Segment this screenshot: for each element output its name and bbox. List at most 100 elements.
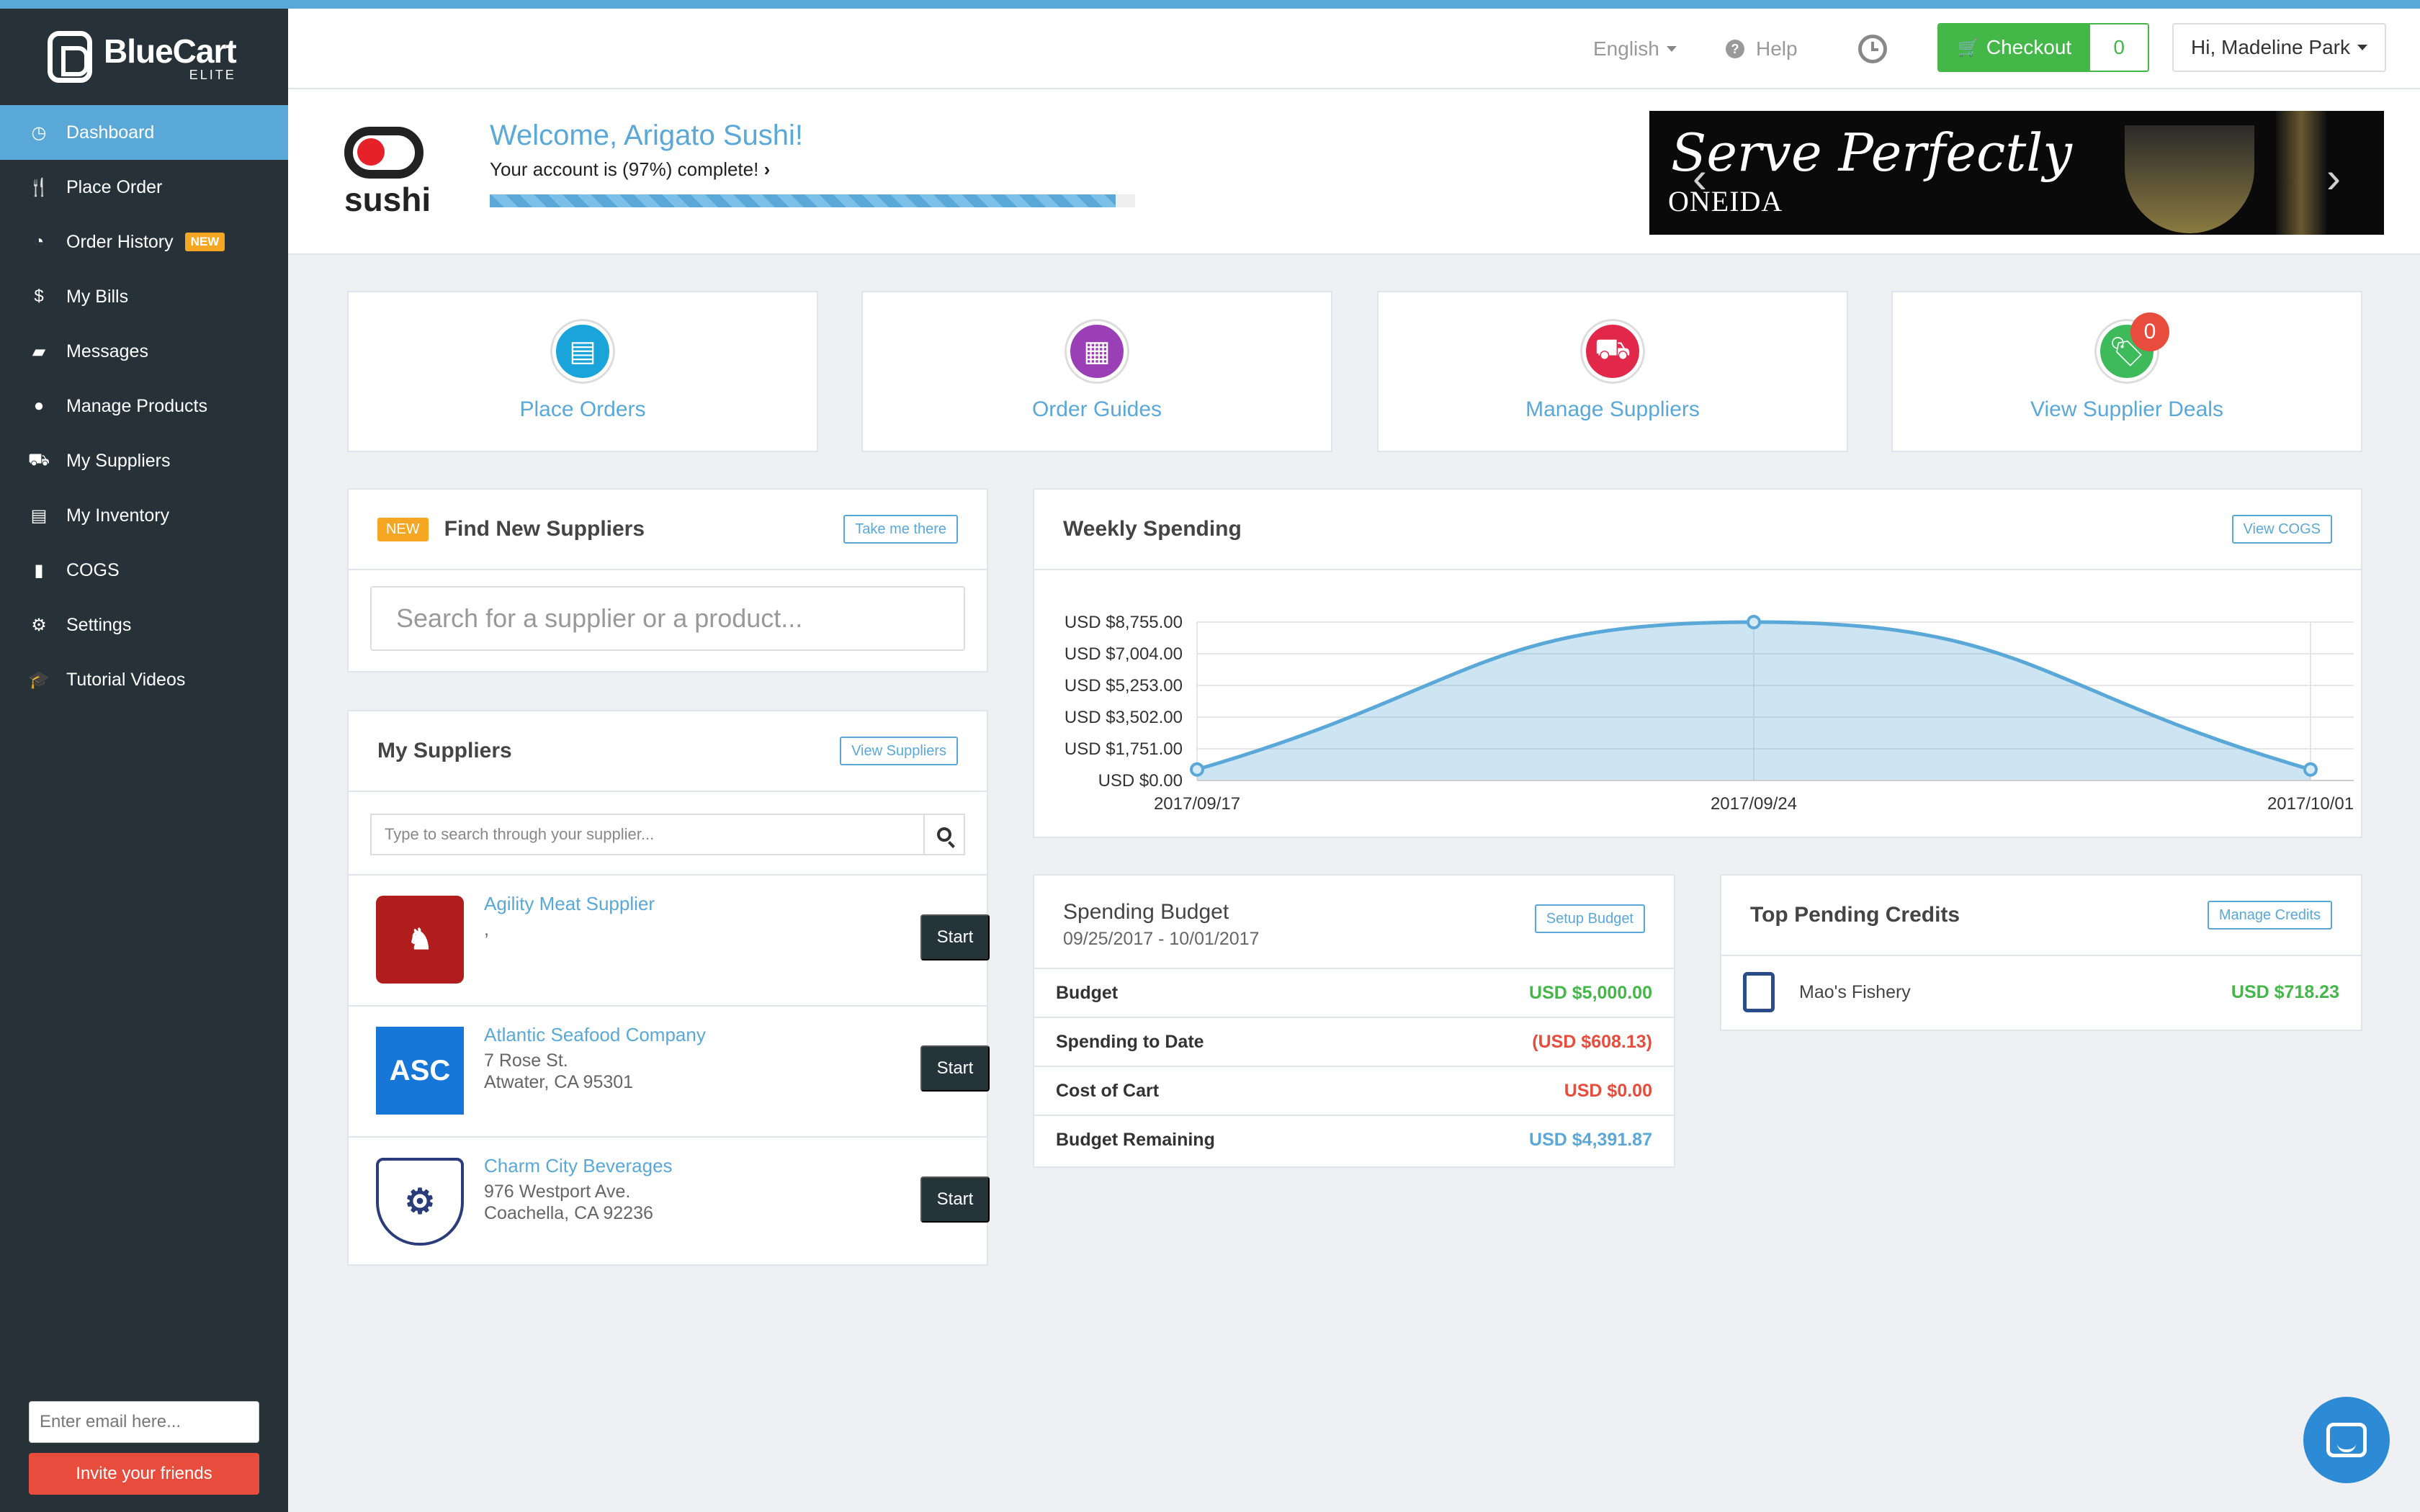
banner-glass-image <box>2125 125 2254 233</box>
language-label: English <box>1593 37 1659 60</box>
clipboard-icon: ▤ <box>552 321 613 382</box>
budget-row: Spending to Date (USD $608.13) <box>1034 1017 1674 1066</box>
sidebar-item-manage-products[interactable]: ● Manage Products <box>0 379 288 433</box>
supplier-address-line1: 7 Rose St. <box>484 1050 568 1071</box>
supplier-search-input[interactable] <box>370 814 923 855</box>
invite-form: Invite your friends <box>29 1401 259 1495</box>
supplier-name-link[interactable]: Charm City Beverages <box>484 1155 673 1176</box>
start-order-button[interactable]: Start <box>920 1176 990 1223</box>
find-suppliers-panel: NEW Find New Suppliers Take me there <box>347 488 988 672</box>
sidebar-item-label: Dashboard <box>66 122 155 143</box>
sidebar-item-my-suppliers[interactable]: ⛟ My Suppliers <box>0 433 288 488</box>
credit-amount: USD $718.23 <box>2231 981 2339 1002</box>
chevron-down-icon <box>1666 46 1677 52</box>
manage-credits-button[interactable]: Manage Credits <box>2207 901 2332 930</box>
sidebar-item-label: Place Order <box>66 176 163 197</box>
sidebar-item-label: COGS <box>66 559 120 580</box>
y-tick-label: USD $7,004.00 <box>1065 644 1183 664</box>
promo-banner[interactable]: Serve Perfectly ONEIDA ‹ › <box>1649 111 2384 235</box>
sidebar-item-cogs[interactable]: ▮ COGS <box>0 543 288 598</box>
apple-icon: ● <box>33 396 45 415</box>
tile-order-guides[interactable]: ▦ Order Guides <box>861 291 1332 452</box>
budget-date-range: 09/25/2017 - 10/01/2017 <box>1063 929 1260 949</box>
sidebar-item-tutorial-videos[interactable]: 🎓 Tutorial Videos <box>0 652 288 707</box>
welcome-section: sushi Welcome, Arigato Sushi! Your accou… <box>288 89 2420 255</box>
tile-label: Order Guides <box>1031 397 1162 421</box>
view-cogs-button[interactable]: View COGS <box>2231 515 2332 544</box>
chat-icon <box>2326 1423 2367 1457</box>
panel-title: Top Pending Credits <box>1750 903 1960 927</box>
supplier-name-link[interactable]: Atlantic Seafood Company <box>484 1024 706 1045</box>
app-name: BlueCart <box>104 32 237 70</box>
y-tick-label: USD $5,253.00 <box>1065 676 1183 696</box>
account-completion-link[interactable]: Your account is (97%) complete! › <box>490 158 770 181</box>
budget-row: Budget USD $5,000.00 <box>1034 968 1674 1017</box>
user-menu[interactable]: Hi, Madeline Park <box>2172 23 2386 72</box>
supplier-address-line2: Coachella, CA 92236 <box>484 1203 653 1223</box>
tile-view-supplier-deals[interactable]: 🏷 View Supplier Deals <box>1891 291 2362 452</box>
recent-orders-button[interactable] <box>1858 9 1887 89</box>
x-tick-label: 2017/09/24 <box>1711 794 1797 814</box>
account-progress-fill <box>490 194 1116 207</box>
account-progress-bar <box>490 194 1135 207</box>
budget-row-label: Spending to Date <box>1056 1031 1204 1052</box>
top-accent-stripe <box>0 0 2420 9</box>
sidebar-item-my-bills[interactable]: $ My Bills <box>0 269 288 324</box>
supplier-name-link[interactable]: Agility Meat Supplier <box>484 893 655 914</box>
sidebar-item-messages[interactable]: ▰ Messages <box>0 324 288 379</box>
app-logo[interactable]: BlueCart ELITE <box>0 9 288 105</box>
chevron-right-icon: › <box>763 158 771 180</box>
x-tick-label: 2017/09/17 <box>1154 794 1240 814</box>
restaurant-logo: sushi <box>343 127 431 220</box>
spending-area-fill <box>1197 622 2311 780</box>
start-order-button[interactable]: Start <box>920 914 990 960</box>
cart-icon: 🛒 <box>1958 37 1979 58</box>
budget-row-label: Cost of Cart <box>1056 1080 1160 1101</box>
account-completion-text: Your account is (97%) complete! <box>490 158 759 180</box>
budget-row-label: Budget <box>1056 982 1119 1003</box>
invite-friends-button[interactable]: Invite your friends <box>29 1453 259 1495</box>
language-select[interactable]: English <box>1593 9 1677 89</box>
deals-count-badge: 0 <box>2130 312 2169 351</box>
sidebar-item-settings[interactable]: ⚙ Settings <box>0 598 288 652</box>
truck-icon: ⛟ <box>1582 321 1643 382</box>
tile-place-orders[interactable]: ▤ Place Orders <box>347 291 818 452</box>
take-me-there-button[interactable]: Take me there <box>843 515 958 544</box>
table-icon: ▦ <box>1067 321 1127 382</box>
clock-icon <box>1858 35 1887 63</box>
chat-launcher-button[interactable] <box>2303 1397 2390 1483</box>
search-icon <box>937 827 951 842</box>
tile-label: Place Orders <box>519 397 646 421</box>
checkout-button[interactable]: 🛒 Checkout 0 <box>1937 23 2150 72</box>
tile-manage-suppliers[interactable]: ⛟ Manage Suppliers <box>1377 291 1848 452</box>
help-link[interactable]: ? Help <box>1726 9 1798 89</box>
view-suppliers-button[interactable]: View Suppliers <box>840 737 958 765</box>
banner-next-arrow-icon[interactable]: › <box>2326 153 2341 202</box>
supplier-search-button[interactable] <box>923 814 965 855</box>
welcome-title: Welcome, Arigato Sushi! <box>490 120 804 151</box>
my-suppliers-panel: My Suppliers View Suppliers ♞ Agility Me… <box>347 710 990 1267</box>
credit-row[interactable]: Mao's Fishery USD $718.23 <box>1721 956 2361 1028</box>
weekly-spending-panel: Weekly Spending View COGS USD $0.00 USD $… <box>1033 488 2362 838</box>
utensils-icon: 🍴 <box>28 177 50 197</box>
sidebar-item-order-history[interactable]: ◔ Order History NEW <box>0 215 288 269</box>
sidebar-item-my-inventory[interactable]: ▤ My Inventory <box>0 488 288 543</box>
banner-bottle-image <box>2276 111 2326 235</box>
sidebar-item-label: Messages <box>66 341 148 361</box>
cart-count: 0 <box>2090 24 2148 71</box>
supplier-address-line1: , <box>484 919 489 940</box>
sidebar-item-place-order[interactable]: 🍴 Place Order <box>0 160 288 215</box>
supplier-product-search-input[interactable] <box>370 586 965 651</box>
sidebar-item-label: Order History <box>66 231 174 252</box>
truck-icon: ⛟ <box>27 450 50 469</box>
x-tick-label: 2017/10/01 <box>2267 794 2354 814</box>
invite-email-input[interactable] <box>29 1401 259 1443</box>
budget-row-value: (USD $608.13) <box>1532 1031 1652 1052</box>
sidebar-item-dashboard[interactable]: ◷ Dashboard <box>0 105 288 160</box>
sidebar-nav: ◷ Dashboard 🍴 Place Order ◔ Order History NE… <box>0 105 288 707</box>
banner-prev-arrow-icon[interactable]: ‹ <box>1693 153 1707 202</box>
supplier-row: ⚙ Charm City Beverages 976 Westport Ave.… <box>349 1136 990 1267</box>
setup-budget-button[interactable]: Setup Budget <box>1534 904 1645 933</box>
start-order-button[interactable]: Start <box>920 1045 990 1092</box>
new-badge: NEW <box>377 517 429 541</box>
